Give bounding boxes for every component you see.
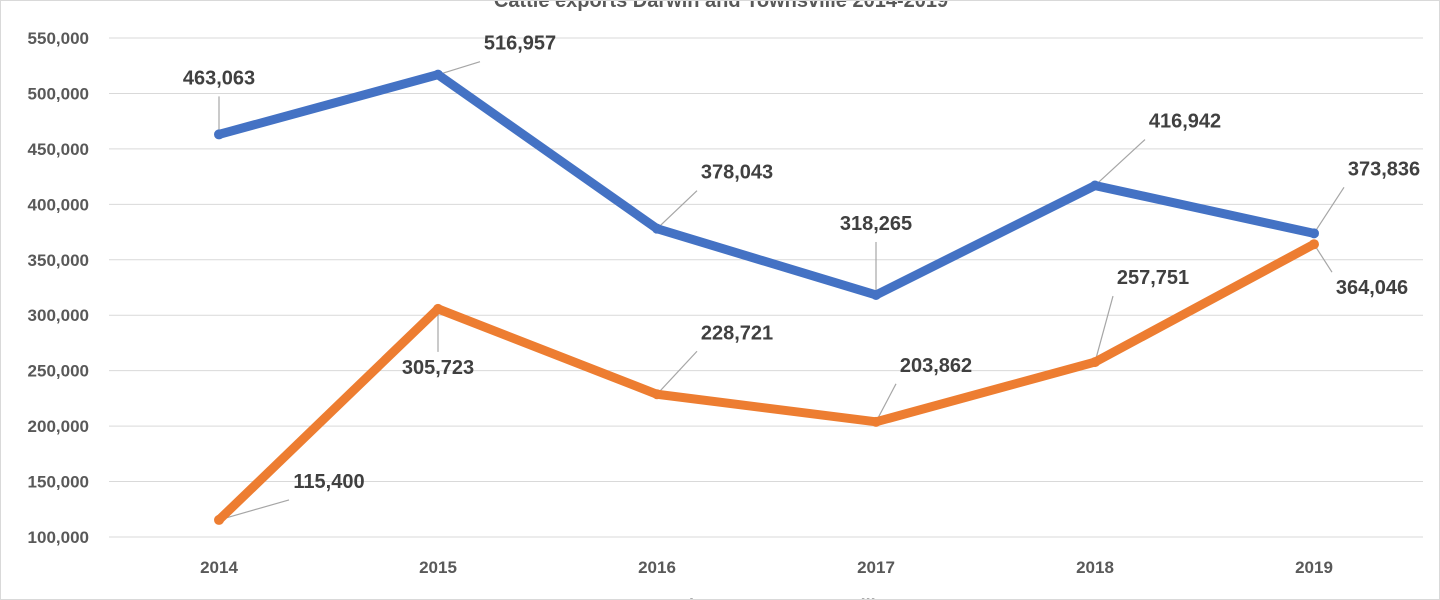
y-tick-label: 200,000 — [28, 417, 89, 436]
y-tick-label: 500,000 — [28, 84, 89, 103]
data-label: 373,836 — [1348, 158, 1420, 180]
data-labels: 463,063 516,957 378,043 318,265 416,942 373,8… — [183, 33, 1420, 493]
x-tick-label: 2016 — [638, 558, 676, 577]
chart-title: Cattle exports Darwin and Townsville 201… — [494, 1, 948, 12]
data-label: 228,721 — [701, 322, 773, 344]
y-tick-label: 100,000 — [28, 528, 89, 547]
leader-line — [656, 190, 698, 230]
x-axis-ticks: 2014 2015 2016 2017 2018 2019 — [200, 558, 1333, 577]
legend-label: Darwin — [645, 596, 705, 600]
leader-line — [437, 61, 481, 76]
data-label: 318,265 — [840, 213, 912, 235]
data-label: 364,046 — [1336, 277, 1408, 299]
leader-line — [218, 499, 290, 521]
data-point — [433, 303, 443, 314]
data-label: 305,723 — [402, 357, 474, 379]
data-point — [214, 514, 224, 525]
y-tick-label: 250,000 — [28, 362, 89, 381]
data-label: 115,400 — [293, 471, 364, 493]
legend: Darwin Townsville — [645, 596, 886, 600]
data-point — [1090, 180, 1100, 191]
data-point — [652, 389, 662, 400]
x-tick-label: 2015 — [419, 558, 457, 577]
data-label: 257,751 — [1117, 267, 1189, 289]
x-tick-label: 2017 — [857, 558, 895, 577]
y-tick-label: 300,000 — [28, 306, 89, 325]
leader-line — [656, 350, 698, 395]
x-tick-label: 2014 — [200, 558, 238, 577]
data-point — [214, 129, 224, 140]
y-axis-ticks: 100,000 150,000 200,000 250,000 300,000 350,0… — [28, 29, 89, 547]
data-label: 516,957 — [484, 33, 556, 55]
leader-line — [875, 383, 897, 423]
data-label: 416,942 — [1149, 111, 1221, 133]
data-label: 203,862 — [900, 355, 972, 377]
legend-label: Townsville — [795, 596, 886, 600]
data-point — [652, 223, 662, 234]
y-tick-label: 450,000 — [28, 140, 89, 159]
y-tick-label: 400,000 — [28, 195, 89, 214]
leader-line — [1313, 187, 1345, 234]
series-line-darwin — [214, 70, 1319, 300]
y-tick-label: 150,000 — [28, 473, 89, 492]
data-point — [1090, 357, 1100, 368]
data-point — [1309, 228, 1319, 239]
y-tick-label: 550,000 — [28, 29, 89, 48]
x-tick-label: 2019 — [1295, 558, 1333, 577]
leader-line — [1094, 295, 1114, 363]
series-lines — [214, 69, 1319, 525]
data-point — [871, 416, 881, 427]
y-tick-label: 350,000 — [28, 251, 89, 270]
series-line-townsville — [214, 239, 1319, 525]
x-tick-label: 2018 — [1076, 558, 1114, 577]
data-label: 378,043 — [701, 162, 773, 184]
leader-line — [1094, 139, 1146, 186]
data-point — [1309, 239, 1319, 250]
data-label: 463,063 — [183, 67, 255, 89]
data-point — [871, 289, 881, 300]
data-point — [433, 69, 443, 80]
leader-line — [1313, 243, 1333, 273]
label-leader-lines — [218, 61, 1345, 521]
